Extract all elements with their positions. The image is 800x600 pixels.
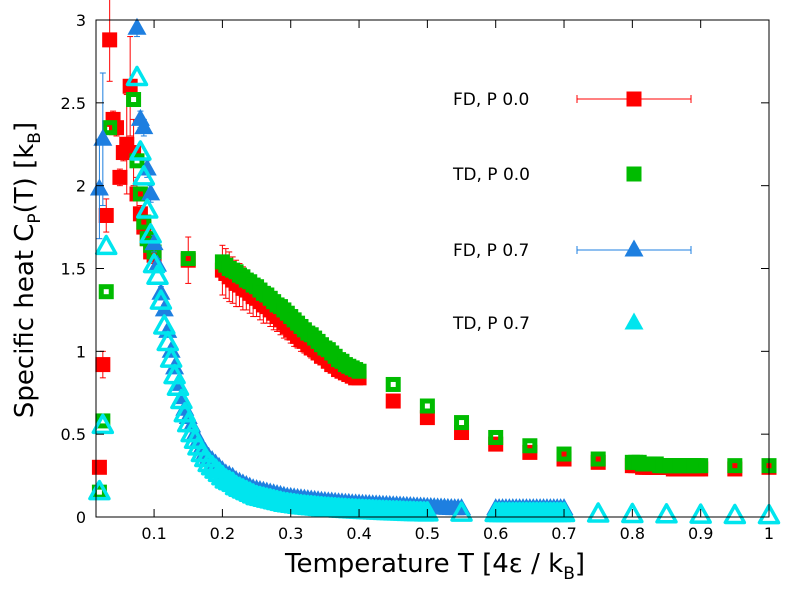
data-point: [351, 363, 367, 379]
data-point: [385, 393, 401, 409]
x-tick-label: 0.6: [483, 524, 508, 543]
data-point: [180, 251, 196, 267]
legend-label: FD, P 0.0: [453, 90, 529, 110]
data-point: [590, 451, 606, 467]
y-tick-label: 3: [76, 11, 86, 30]
x-tick-label: 0.8: [620, 524, 645, 543]
data-point: [689, 503, 712, 524]
legend-marker: [624, 239, 644, 257]
data-point: [416, 501, 439, 522]
x-tick-label: 0.1: [141, 524, 166, 543]
data-point: [419, 410, 435, 426]
data-point: [693, 458, 709, 474]
series-1: [91, 92, 777, 500]
legend-label: TD, P 0.7: [452, 314, 530, 334]
y-axis-ticks: 0 0.5 1 1.5 2 2.5 3: [61, 11, 769, 527]
data-point: [88, 479, 111, 501]
y-tick-label: 2.5: [61, 94, 86, 113]
data-point: [655, 503, 678, 524]
data-point: [159, 347, 183, 368]
data-point: [552, 501, 576, 523]
data-point: [91, 413, 115, 435]
x-tick-label: 0.3: [278, 524, 303, 543]
data-point: [134, 117, 154, 135]
data-point: [522, 438, 538, 454]
data-point: [89, 178, 109, 196]
data-point: [95, 357, 111, 373]
data-point: [146, 264, 169, 285]
data-point: [91, 459, 107, 475]
data-point: [149, 289, 173, 310]
data-point: [135, 198, 159, 219]
data-point: [129, 153, 145, 169]
data-point: [727, 458, 743, 474]
data-point: [102, 32, 118, 48]
legend-marker: [626, 91, 642, 107]
data-point: [488, 429, 504, 445]
data-point: [126, 92, 142, 108]
data-point: [94, 234, 118, 256]
y-tick-label: 1: [76, 342, 86, 361]
data-point: [139, 223, 162, 244]
data-point: [153, 314, 176, 335]
data-point: [125, 65, 149, 87]
legend-label: TD, P 0.0: [452, 165, 530, 185]
x-axis-title: Temperature T [4ε / kB]: [284, 549, 585, 584]
y-axis-title: Specific heat CP(T) [kB]: [10, 122, 45, 418]
data-point: [129, 140, 152, 161]
data-point: [98, 207, 114, 223]
data-point: [93, 128, 113, 146]
data-point: [621, 502, 644, 524]
x-tick-label: 0.5: [415, 524, 440, 543]
data-point: [454, 415, 470, 431]
data-point: [757, 503, 781, 525]
x-tick-label: 1: [764, 524, 774, 543]
data-point: [112, 169, 128, 185]
y-tick-label: 2: [76, 177, 86, 196]
x-tick-label: 0.4: [346, 524, 371, 543]
y-tick-label: 0.5: [61, 425, 86, 444]
data-point: [132, 165, 156, 186]
data-point: [98, 284, 114, 300]
data-point: [450, 501, 473, 522]
y-tick-label: 1.5: [61, 260, 86, 279]
data-point: [141, 183, 161, 201]
data-point: [419, 398, 435, 414]
data-point: [586, 502, 610, 523]
x-tick-label: 0.9: [688, 524, 713, 543]
y-tick-label: 0: [76, 508, 86, 527]
data-point: [127, 17, 147, 35]
x-tick-label: 0.7: [551, 524, 576, 543]
data-point: [156, 330, 179, 352]
data-point: [556, 446, 572, 462]
data-point: [102, 120, 118, 136]
x-axis-ticks: 0.1 0.2 0.3 0.4 0.5 0.6 0.7 0.8 0.9 1: [141, 20, 774, 543]
data-point: [385, 376, 401, 392]
series-3: [88, 65, 781, 525]
data-point: [723, 503, 747, 525]
legend: FD, P 0.0 TD, P 0.0 FD, P 0.7 TD, P 0.7: [452, 90, 692, 334]
plot-marks: [88, 0, 781, 525]
x-tick-label: 0.2: [210, 524, 235, 543]
legend-marker: [624, 312, 644, 330]
data-point: [122, 78, 138, 94]
legend-label: FD, P 0.7: [453, 241, 529, 261]
legend-marker: [626, 166, 642, 182]
